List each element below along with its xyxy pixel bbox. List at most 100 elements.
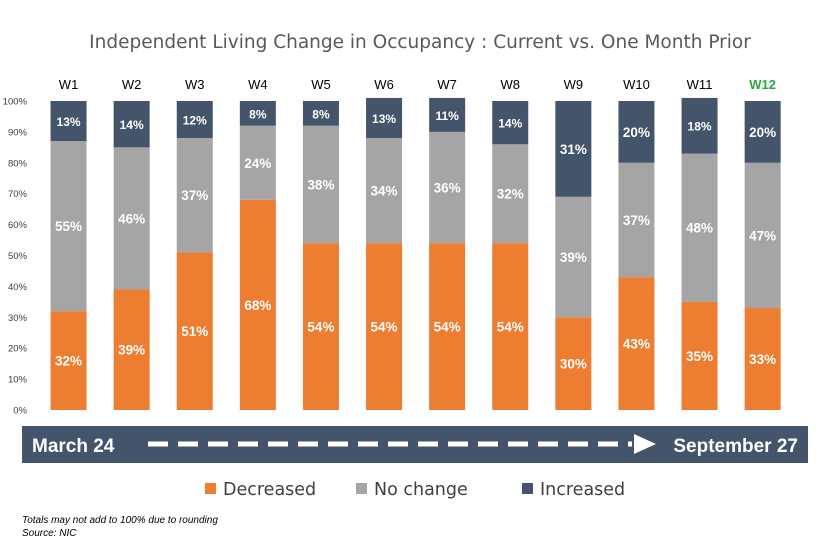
legend-swatch: [205, 483, 216, 494]
bar-decreased: [113, 289, 150, 410]
x-tick-label: W6: [374, 77, 394, 92]
data-label: 47%: [749, 228, 776, 243]
bar-no-change: [492, 144, 529, 244]
legend-label: Increased: [540, 480, 625, 500]
bar-no-change: [176, 138, 213, 253]
bar-increased: [492, 101, 529, 145]
data-label: 34%: [371, 184, 398, 199]
y-tick-label: 20%: [8, 344, 28, 355]
y-tick-label: 0%: [13, 406, 27, 417]
chart-title: Independent Living Change in Occupancy :…: [89, 32, 751, 53]
y-tick-label: 40%: [8, 282, 28, 293]
y-tick-label: 100%: [3, 97, 28, 108]
data-label: 43%: [623, 337, 650, 352]
x-tick-label: W12: [749, 77, 776, 92]
bar-no-change: [744, 162, 781, 309]
x-tick-label: W7: [437, 77, 457, 92]
timeline-banner: March 24 September 27: [22, 426, 808, 463]
y-tick-label: 10%: [8, 375, 28, 386]
x-tick-label: W4: [248, 77, 268, 92]
bar-increased: [50, 101, 87, 142]
bar-no-change: [366, 138, 403, 244]
bar-increased: [239, 101, 276, 126]
bar-increased: [429, 97, 466, 132]
bar-increased: [366, 97, 403, 139]
data-label: 33%: [749, 352, 776, 367]
data-label: 54%: [307, 320, 334, 335]
bar-no-change: [681, 153, 718, 302]
data-label: 39%: [118, 343, 145, 358]
data-label: 54%: [497, 320, 524, 335]
x-tick-label: W10: [623, 77, 650, 92]
bar-increased: [113, 101, 150, 148]
bar-decreased: [366, 243, 403, 410]
data-label: 68%: [244, 298, 271, 313]
x-tick-label: W3: [185, 77, 205, 92]
bar-no-change: [113, 147, 150, 290]
footnote-source: Source: NIC: [22, 528, 77, 539]
data-label: 8%: [312, 107, 330, 121]
timeline-start-label: March 24: [32, 436, 115, 457]
x-tick-label: W5: [311, 77, 331, 92]
x-tick-label: W9: [564, 77, 584, 92]
data-label: 54%: [434, 320, 461, 335]
data-label: 32%: [497, 187, 524, 202]
data-label: 55%: [55, 219, 82, 234]
data-label: 12%: [183, 114, 207, 128]
x-tick-label: W11: [687, 77, 713, 92]
data-label: 11%: [435, 109, 459, 123]
bar-no-change: [618, 162, 655, 278]
bar-increased: [555, 101, 592, 197]
data-label: 14%: [498, 117, 522, 131]
footnote-rounding: Totals may not add to 100% due to roundi…: [22, 515, 218, 526]
data-label: 14%: [120, 118, 144, 132]
data-label: 51%: [181, 324, 208, 339]
bar-decreased: [239, 199, 276, 410]
data-label: 20%: [749, 125, 776, 140]
bar-decreased: [429, 243, 466, 410]
y-tick-label: 90%: [8, 127, 28, 138]
bar-decreased: [618, 277, 655, 410]
data-label: 36%: [434, 181, 461, 196]
bar-increased: [302, 101, 339, 126]
data-label: 18%: [688, 120, 712, 134]
x-tick-label: W1: [59, 77, 79, 92]
data-label: 46%: [118, 211, 145, 226]
timeline-end-label: September 27: [673, 436, 798, 457]
bar-decreased: [681, 301, 718, 410]
bar-increased: [744, 101, 781, 163]
data-label: 31%: [560, 142, 587, 157]
data-label: 35%: [686, 349, 713, 364]
legend-label: No change: [374, 480, 468, 500]
bar-decreased: [176, 252, 213, 410]
legend-swatch: [356, 483, 367, 494]
data-label: 20%: [623, 125, 650, 140]
bar-decreased: [50, 311, 87, 410]
bar-increased: [618, 101, 655, 163]
bar-no-change: [302, 125, 339, 244]
bar-no-change: [239, 125, 276, 200]
y-axis: 0% 10% 20% 30% 40% 50% 60% 70% 80% 90% 100%: [3, 97, 28, 417]
week-labels: W1 W2 W3 W4 W5 W6 W7 W8 W9 W10 W11 W12: [59, 77, 776, 92]
bar-decreased: [555, 317, 592, 410]
y-tick-label: 50%: [8, 251, 28, 262]
data-label: 13%: [57, 115, 81, 129]
legend-label: Decreased: [223, 480, 316, 500]
data-label: 24%: [244, 156, 271, 171]
bar-no-change: [555, 196, 592, 318]
data-label: 8%: [249, 107, 267, 121]
bar-no-change: [50, 141, 87, 312]
bar-decreased: [302, 243, 339, 410]
data-label: 37%: [181, 188, 208, 203]
data-label: 32%: [55, 354, 82, 369]
bar-decreased: [492, 243, 529, 410]
data-label: 48%: [686, 221, 713, 236]
x-tick-label: W2: [122, 77, 142, 92]
data-label: 30%: [560, 357, 587, 372]
data-label: 54%: [371, 320, 398, 335]
arrow-right-icon: [634, 434, 656, 454]
bar-decreased: [744, 308, 781, 410]
bar-increased: [681, 97, 718, 154]
data-label: 37%: [623, 213, 650, 228]
data-label: 39%: [560, 250, 587, 265]
